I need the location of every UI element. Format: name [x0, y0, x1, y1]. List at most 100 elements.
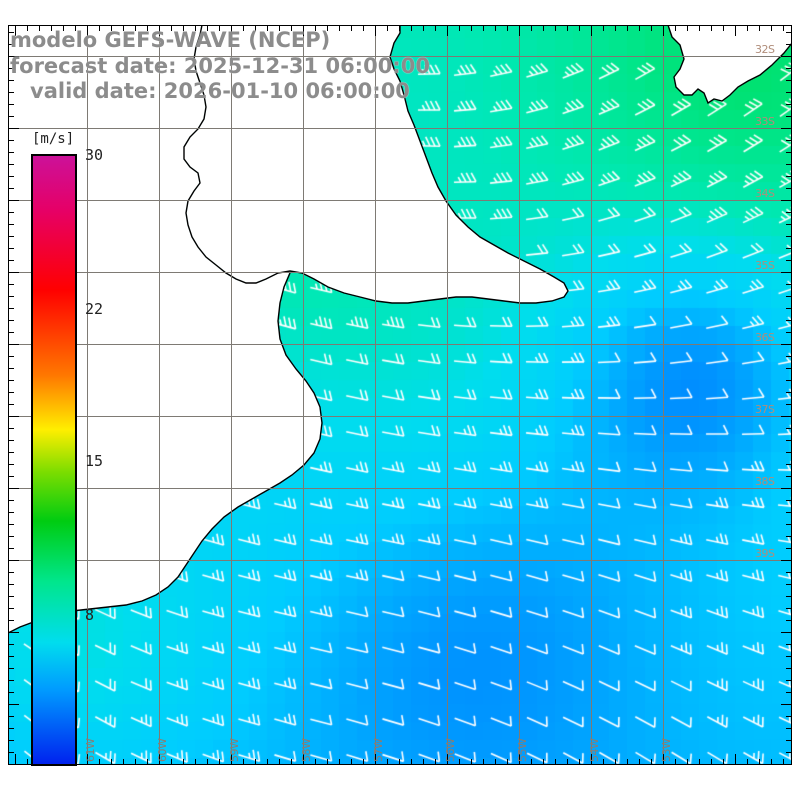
axis-tick-x: [519, 754, 520, 765]
colorbar-tick-30: 30: [85, 146, 104, 164]
axis-tick-y: [8, 404, 14, 405]
axis-tick-y: [786, 356, 792, 357]
axis-tick-y: [8, 728, 14, 729]
axis-tick-x: [687, 759, 688, 765]
colorbar-tick-15: 15: [85, 452, 104, 470]
axis-tick-y: [8, 536, 14, 537]
axis-tick-y: [8, 212, 14, 213]
axis-tick-y: [781, 200, 792, 201]
axis-tick-x: [351, 759, 352, 765]
latitude-label: 36S: [755, 331, 775, 344]
axis-tick-y: [786, 644, 792, 645]
axis-tick-y: [8, 668, 14, 669]
axis-tick-y: [8, 308, 14, 309]
axis-tick-x: [327, 25, 328, 31]
axis-tick-y: [786, 32, 792, 33]
axis-tick-x: [615, 759, 616, 765]
axis-tick-y: [8, 716, 14, 717]
axis-tick-x: [495, 25, 496, 31]
axis-tick-y: [8, 44, 14, 45]
gridline-lon: [447, 25, 448, 765]
axis-tick-x: [627, 759, 628, 765]
axis-tick-y: [786, 608, 792, 609]
axis-tick-x: [135, 25, 136, 31]
axis-tick-x: [291, 25, 292, 31]
axis-tick-y: [781, 416, 792, 417]
axis-tick-x: [699, 759, 700, 765]
axis-tick-y: [8, 152, 14, 153]
axis-tick-x: [255, 25, 256, 31]
axis-tick-y: [8, 188, 14, 189]
axis-tick-y: [8, 56, 19, 57]
axis-tick-y: [8, 104, 14, 105]
axis-tick-x: [423, 25, 424, 31]
axis-tick-y: [8, 464, 14, 465]
latitude-label: 33S: [755, 115, 775, 128]
axis-tick-y: [786, 296, 792, 297]
axis-tick-x: [711, 25, 712, 31]
colorbar-unit-label: [m/s]: [32, 131, 75, 147]
axis-tick-y: [786, 656, 792, 657]
axis-tick-x: [663, 25, 664, 36]
axis-tick-x: [135, 759, 136, 765]
axis-tick-y: [786, 620, 792, 621]
axis-tick-y: [786, 752, 792, 753]
axis-tick-y: [8, 128, 19, 129]
axis-tick-x: [159, 25, 160, 36]
axis-tick-x: [159, 754, 160, 765]
axis-tick-y: [786, 164, 792, 165]
latitude-label: 37S: [755, 403, 775, 416]
axis-tick-y: [8, 80, 14, 81]
axis-tick-x: [375, 754, 376, 765]
axis-tick-y: [786, 236, 792, 237]
axis-tick-y: [786, 140, 792, 141]
axis-tick-y: [786, 740, 792, 741]
axis-tick-y: [8, 332, 14, 333]
axis-tick-x: [315, 759, 316, 765]
axis-tick-y: [786, 392, 792, 393]
axis-tick-x: [423, 759, 424, 765]
axis-tick-x: [27, 759, 28, 765]
axis-tick-x: [543, 759, 544, 765]
axis-tick-y: [8, 488, 19, 489]
axis-tick-y: [8, 596, 14, 597]
axis-tick-x: [207, 759, 208, 765]
axis-tick-x: [351, 25, 352, 31]
axis-tick-y: [786, 104, 792, 105]
axis-tick-y: [8, 632, 19, 633]
axis-tick-x: [591, 25, 592, 36]
axis-tick-x: [579, 759, 580, 765]
axis-tick-y: [8, 644, 14, 645]
axis-tick-x: [447, 754, 448, 765]
axis-tick-y: [786, 380, 792, 381]
map-plot-area[interactable]: [8, 25, 792, 765]
longitude-label: 61W: [84, 738, 97, 762]
axis-tick-y: [781, 632, 792, 633]
axis-tick-x: [111, 25, 112, 31]
axis-tick-y: [786, 572, 792, 573]
axis-tick-y: [8, 656, 14, 657]
axis-tick-x: [123, 25, 124, 31]
axis-tick-x: [255, 759, 256, 765]
map-title-block: modelo GEFS-WAVE (NCEP) forecast date: 2…: [10, 28, 430, 105]
colorbar[interactable]: [31, 154, 77, 766]
axis-tick-x: [243, 25, 244, 31]
axis-tick-x: [51, 25, 52, 31]
axis-tick-y: [8, 140, 14, 141]
axis-tick-x: [483, 759, 484, 765]
axis-tick-x: [639, 759, 640, 765]
axis-tick-y: [786, 80, 792, 81]
axis-tick-y: [8, 572, 14, 573]
axis-tick-x: [339, 759, 340, 765]
axis-tick-x: [219, 759, 220, 765]
latitude-label: 39S: [755, 547, 775, 560]
axis-tick-x: [531, 759, 532, 765]
axis-tick-x: [603, 759, 604, 765]
axis-tick-y: [786, 596, 792, 597]
axis-tick-x: [279, 25, 280, 31]
longitude-label: 59W: [228, 738, 241, 762]
axis-tick-x: [27, 25, 28, 31]
colorbar-tick-22: 22: [85, 300, 104, 318]
axis-tick-y: [786, 584, 792, 585]
axis-tick-x: [63, 25, 64, 31]
